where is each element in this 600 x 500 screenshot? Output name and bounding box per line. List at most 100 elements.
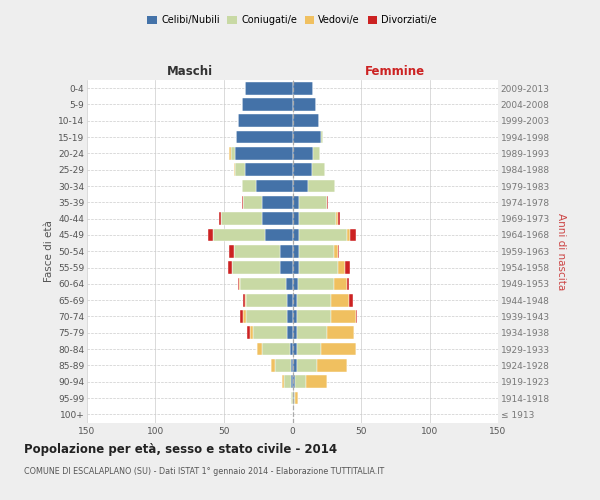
Bar: [299, 228, 347, 241]
Bar: [293, 392, 294, 404]
Bar: [293, 212, 299, 225]
Bar: [239, 278, 241, 290]
Legend: Celibi/Nubili, Coniugati/e, Vedovi/e, Divorziati/e: Celibi/Nubili, Coniugati/e, Vedovi/e, Di…: [145, 12, 440, 28]
Bar: [296, 294, 331, 306]
Bar: [213, 228, 265, 241]
Bar: [235, 164, 245, 176]
Bar: [242, 98, 293, 111]
Bar: [221, 212, 262, 225]
Bar: [308, 180, 335, 192]
Bar: [245, 294, 246, 306]
Text: Popolazione per età, sesso e stato civile - 2014: Popolazione per età, sesso e stato civil…: [24, 442, 337, 456]
Bar: [296, 359, 317, 372]
Bar: [228, 261, 232, 274]
Bar: [262, 342, 290, 355]
Bar: [299, 212, 337, 225]
Bar: [331, 294, 349, 306]
Bar: [296, 342, 321, 355]
Bar: [246, 294, 287, 306]
Bar: [242, 180, 256, 192]
Bar: [298, 278, 334, 290]
Bar: [347, 278, 349, 290]
Bar: [337, 212, 338, 225]
Bar: [293, 130, 321, 143]
Bar: [299, 196, 327, 208]
Bar: [233, 245, 280, 258]
Bar: [238, 278, 239, 290]
Bar: [238, 114, 293, 127]
Bar: [242, 196, 243, 208]
Bar: [321, 130, 323, 143]
Bar: [349, 294, 353, 306]
Bar: [256, 180, 293, 192]
Bar: [293, 114, 319, 127]
Bar: [299, 261, 338, 274]
Y-axis label: Fasce di età: Fasce di età: [44, 220, 54, 282]
Bar: [293, 82, 313, 94]
Bar: [275, 359, 291, 372]
Bar: [280, 261, 293, 274]
Bar: [344, 261, 350, 274]
Bar: [243, 310, 246, 323]
Text: COMUNE DI ESCALAPLANO (SU) - Dati ISTAT 1° gennaio 2014 - Elaborazione TUTTITALI: COMUNE DI ESCALAPLANO (SU) - Dati ISTAT …: [24, 468, 384, 476]
Bar: [262, 212, 293, 225]
Bar: [311, 164, 325, 176]
Bar: [290, 342, 293, 355]
Bar: [306, 376, 327, 388]
Bar: [293, 278, 298, 290]
Bar: [250, 326, 253, 339]
Bar: [293, 196, 299, 208]
Bar: [271, 359, 275, 372]
Bar: [293, 310, 296, 323]
Bar: [291, 376, 293, 388]
Bar: [293, 294, 296, 306]
Bar: [321, 342, 356, 355]
Bar: [265, 228, 293, 241]
Bar: [243, 196, 262, 208]
Bar: [245, 82, 293, 94]
Bar: [236, 130, 293, 143]
Bar: [247, 326, 250, 339]
Bar: [293, 147, 313, 160]
Bar: [338, 261, 344, 274]
Bar: [291, 392, 293, 404]
Bar: [218, 212, 221, 225]
Bar: [293, 261, 299, 274]
Bar: [296, 310, 331, 323]
Bar: [331, 310, 356, 323]
Text: Femmine: Femmine: [365, 66, 425, 78]
Bar: [287, 310, 293, 323]
Bar: [284, 376, 291, 388]
Bar: [280, 245, 293, 258]
Bar: [291, 359, 293, 372]
Bar: [296, 326, 327, 339]
Bar: [327, 326, 354, 339]
Bar: [293, 245, 299, 258]
Bar: [293, 98, 316, 111]
Bar: [262, 196, 293, 208]
Bar: [235, 147, 293, 160]
Bar: [334, 278, 347, 290]
Bar: [293, 180, 308, 192]
Bar: [293, 359, 296, 372]
Bar: [241, 310, 243, 323]
Bar: [327, 196, 328, 208]
Bar: [317, 359, 347, 372]
Bar: [347, 228, 350, 241]
Bar: [299, 245, 334, 258]
Bar: [246, 310, 287, 323]
Bar: [287, 294, 293, 306]
Bar: [293, 326, 296, 339]
Bar: [295, 376, 306, 388]
Bar: [257, 342, 262, 355]
Bar: [334, 245, 338, 258]
Bar: [286, 278, 293, 290]
Bar: [313, 147, 320, 160]
Bar: [293, 342, 296, 355]
Bar: [253, 326, 287, 339]
Bar: [208, 228, 213, 241]
Bar: [231, 147, 235, 160]
Bar: [281, 376, 284, 388]
Bar: [293, 164, 311, 176]
Bar: [338, 212, 340, 225]
